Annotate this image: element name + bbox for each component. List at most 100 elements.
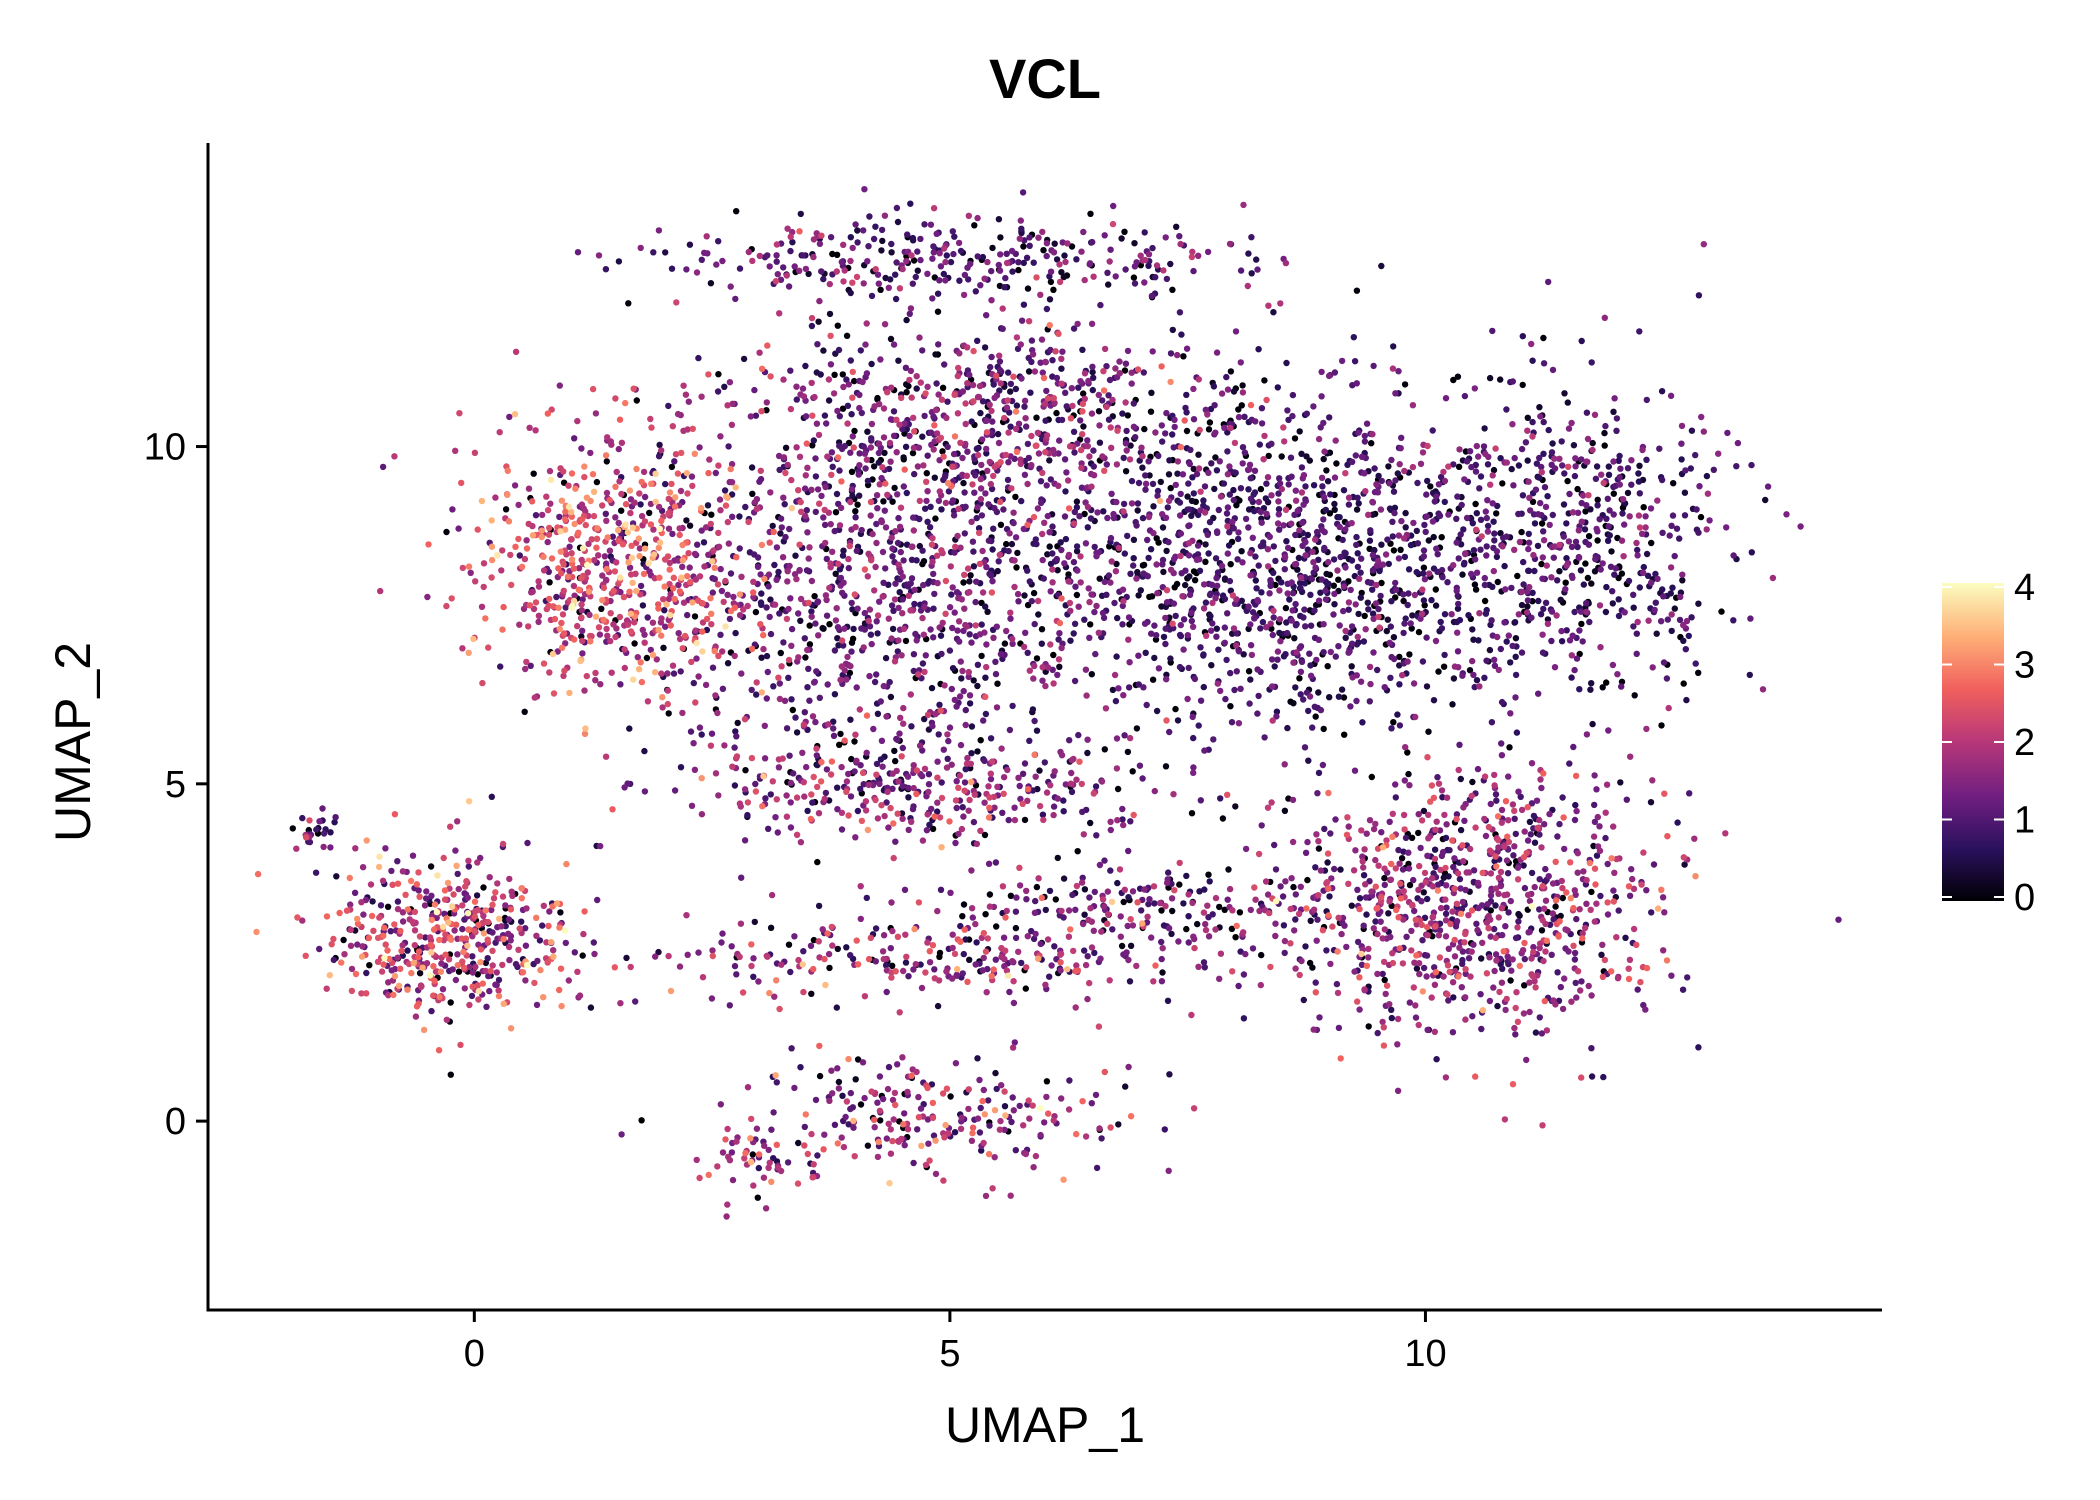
cell-point: [719, 685, 727, 692]
cell-point: [1459, 672, 1466, 679]
cell-point: [847, 716, 854, 723]
cell-point: [1695, 292, 1703, 299]
cell-point: [1468, 463, 1475, 471]
cell-point: [840, 579, 847, 586]
cell-point: [951, 1129, 959, 1136]
cell-point: [683, 266, 690, 273]
cell-point: [1457, 531, 1464, 538]
cell-point: [903, 381, 910, 388]
cell-point: [1441, 651, 1448, 659]
cell-point: [1536, 1014, 1544, 1021]
cell-point: [1219, 815, 1227, 822]
cell-point: [1342, 526, 1349, 533]
cell-point: [1386, 818, 1393, 825]
cell-point: [847, 357, 854, 364]
cell-point: [883, 799, 890, 806]
cell-point: [1226, 577, 1234, 585]
cell-point: [515, 501, 522, 509]
cell-point: [1304, 876, 1311, 884]
cell-point: [718, 939, 725, 946]
cell-point: [1128, 380, 1135, 387]
cell-point: [1336, 622, 1343, 629]
cell-point: [913, 637, 920, 644]
cell-point: [1616, 452, 1623, 460]
cell-point: [1091, 888, 1099, 896]
cell-point: [1402, 744, 1409, 751]
cell-point: [1144, 536, 1151, 544]
cell-point: [932, 1170, 940, 1178]
cell-point: [974, 1115, 982, 1122]
cell-point: [1194, 920, 1201, 928]
cell-point: [956, 693, 964, 700]
cell-point: [1473, 920, 1480, 927]
cell-point: [1054, 795, 1062, 802]
cell-point: [887, 945, 894, 952]
cell-point: [1053, 409, 1060, 417]
cell-point: [1593, 786, 1600, 793]
cell-point: [809, 799, 816, 806]
cell-point: [1507, 977, 1514, 984]
cell-point: [1058, 546, 1065, 554]
cell-point: [388, 967, 395, 974]
cell-point: [1300, 696, 1307, 703]
cell-point: [765, 571, 773, 578]
cell-point: [1138, 907, 1145, 914]
cell-point: [936, 701, 943, 708]
cell-point: [369, 898, 376, 905]
cell-point: [910, 667, 917, 675]
cell-point: [960, 901, 968, 908]
cell-point: [1267, 582, 1274, 589]
cell-point: [1002, 274, 1009, 282]
cell-point: [1324, 663, 1331, 670]
cell-point: [982, 710, 990, 718]
cell-point: [1179, 471, 1187, 478]
cell-point: [1047, 278, 1055, 286]
cell-point: [1095, 391, 1103, 399]
cell-point: [1131, 240, 1138, 247]
cell-point: [873, 671, 880, 678]
cell-point: [1347, 586, 1354, 594]
cell-point: [1254, 266, 1261, 273]
cell-point: [862, 341, 869, 348]
cell-point: [1508, 465, 1515, 473]
cell-point: [1528, 614, 1535, 621]
cell-point: [950, 512, 958, 519]
cell-point: [495, 976, 503, 984]
cell-point: [1453, 587, 1460, 594]
cell-point: [1642, 513, 1649, 520]
cell-point: [1519, 492, 1527, 499]
cell-point: [1043, 240, 1051, 247]
cell-point: [1471, 581, 1479, 588]
cell-point: [1513, 729, 1521, 736]
cell-point: [909, 280, 916, 287]
cell-point: [1088, 671, 1096, 678]
cell-point: [675, 630, 682, 637]
cell-point: [1603, 515, 1610, 522]
cell-point: [1695, 600, 1702, 607]
cell-point: [1545, 873, 1552, 880]
cell-point: [1318, 474, 1326, 481]
cell-point: [1365, 606, 1372, 613]
cell-point: [1115, 685, 1122, 692]
cell-point: [1218, 390, 1226, 397]
cell-point: [1536, 876, 1543, 883]
cell-point: [327, 844, 334, 851]
cell-point: [900, 454, 907, 461]
cell-point: [1140, 369, 1148, 376]
cell-point: [1039, 811, 1047, 818]
cell-point: [1116, 370, 1124, 377]
cell-point: [1605, 523, 1612, 530]
cell-point: [755, 978, 762, 985]
cell-point: [1008, 540, 1016, 548]
cell-point: [1174, 458, 1182, 465]
cell-point: [880, 498, 887, 505]
cell-point: [777, 515, 785, 522]
cell-point: [1180, 353, 1187, 360]
cell-point: [969, 914, 976, 921]
cell-point: [1463, 514, 1471, 522]
cell-point: [829, 250, 836, 258]
cell-point: [1201, 964, 1209, 971]
cell-point: [594, 896, 601, 904]
cell-point: [833, 605, 840, 612]
cell-point: [1363, 911, 1370, 918]
